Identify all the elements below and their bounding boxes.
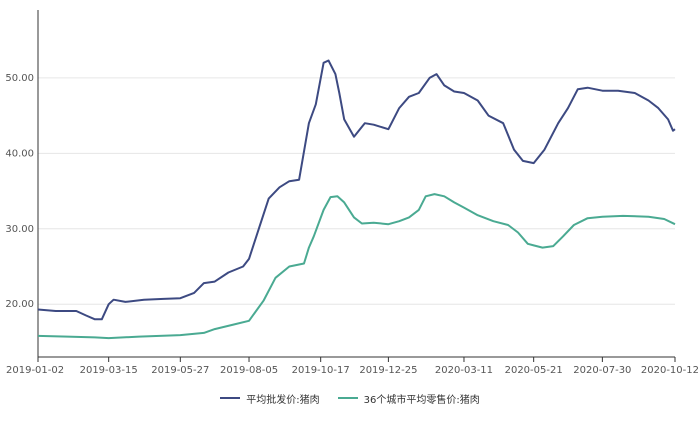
grid-layer — [38, 77, 675, 305]
y-axis: 20.00 30.00 40.00 50.00 — [5, 73, 34, 310]
x-tick-label: 2019-03-15 — [80, 365, 138, 376]
legend-label-retail: 36个城市平均零售价:猪肉 — [363, 394, 480, 406]
x-tick-label: 2019-05-27 — [151, 365, 209, 376]
x-tick-label: 2020-10-12 — [641, 365, 699, 376]
series-line-0 — [37, 59, 676, 321]
y-tick-label: 20.00 — [5, 299, 34, 310]
legend-label-wholesale: 平均批发价:猪肉 — [246, 394, 320, 406]
legend-item-retail[interactable]: 36个城市平均零售价:猪肉 — [337, 388, 480, 408]
x-axis — [37, 10, 676, 362]
y-tick-label: 30.00 — [5, 224, 34, 235]
series-line-1 — [37, 193, 676, 340]
legend: 平均批发价:猪肉 36个城市平均零售价:猪肉 — [0, 388, 700, 408]
x-tick-label: 2019-08-05 — [220, 365, 278, 376]
y-tick-label: 40.00 — [5, 148, 34, 159]
x-tick-label: 2019-12-25 — [359, 365, 417, 376]
x-tick-label: 2020-05-21 — [505, 365, 563, 376]
legend-swatch-wholesale — [220, 397, 241, 399]
x-tick-label: 2019-01-02 — [6, 365, 64, 376]
x-tick-label: 2020-07-30 — [573, 365, 631, 376]
y-tick-label: 50.00 — [5, 73, 34, 84]
x-tick-label: 2020-03-11 — [435, 365, 493, 376]
x-axis-labels: 2019-01-02 2019-03-15 2019-05-27 2019-08-05… — [6, 365, 699, 376]
legend-item-wholesale[interactable]: 平均批发价:猪肉 — [220, 388, 320, 408]
x-tick-label: 2019-10-17 — [292, 365, 350, 376]
legend-swatch-retail — [337, 397, 358, 399]
series-layer — [37, 59, 676, 340]
